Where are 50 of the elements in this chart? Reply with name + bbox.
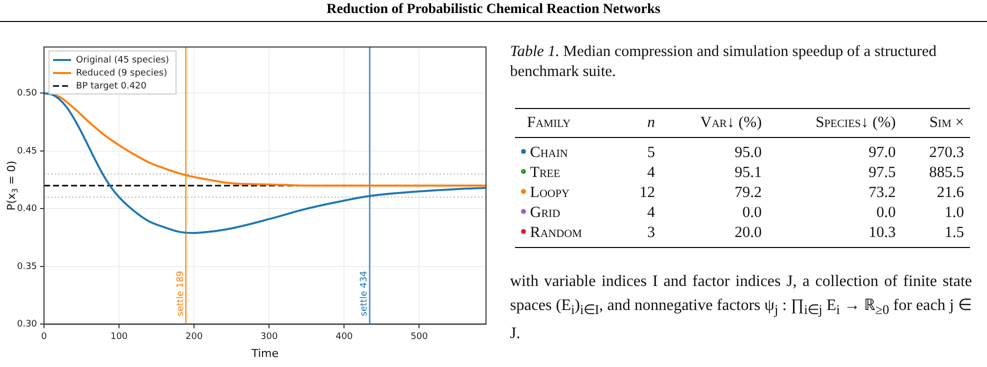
text: Var↓ (%)	[661, 108, 768, 138]
data-label: 0.0	[741, 203, 763, 223]
data-label: 1.0	[944, 203, 965, 223]
data-label: 21.6	[936, 183, 965, 203]
x-tick-label: 400	[336, 332, 354, 342]
data-label: 97.5	[868, 163, 897, 183]
text: with variable indices I and factor indices J, a collection of finite state spaces (E$_{i}$)$_{i∈I}$, and nonnegative factors ψ$_{j}$ : ∏$_{i∈j}$ E$_{i}$ → ℝ$_{≥0}$ for each j ∈ J.	[510, 273, 972, 342]
category-label: Random	[529, 223, 583, 243]
data-label: 95.0	[734, 143, 763, 163]
x-tick-label: 200	[186, 332, 203, 342]
data-label: 97.0	[868, 143, 897, 163]
text: Family	[515, 108, 622, 138]
category-label: Grid	[529, 203, 562, 223]
ref-line-label: settle 434	[360, 270, 370, 316]
text: Species↓ (%)	[768, 108, 902, 138]
data-label: 73.2	[868, 183, 897, 203]
legend-label: BP target 0.420	[76, 81, 147, 92]
legend-label: Reduced (9 species)	[76, 68, 168, 78]
x-axis-title: Time	[250, 347, 279, 360]
x-tick-label: 300	[260, 332, 278, 342]
category-label: Chain	[529, 143, 569, 163]
y-tick-label: 0.30	[16, 320, 38, 330]
y-tick-label: 0.45	[16, 146, 38, 156]
data-label: 20.0	[734, 223, 763, 243]
text: Sim ×	[902, 108, 970, 138]
x-tick-label: 500	[410, 332, 428, 342]
legend-label: Original (45 species)	[76, 55, 170, 66]
data-label: 1.5	[944, 223, 965, 243]
category-label: Tree	[529, 163, 562, 183]
x-tick-label: 0	[41, 332, 48, 342]
data-label: 270.3	[928, 143, 965, 163]
y-tick-label: 0.50	[16, 88, 38, 99]
y-tick-label: 0.35	[16, 262, 38, 272]
text: n	[621, 108, 662, 138]
chart-title: Reduction of Probabilistic Chemical Reaction Networks	[326, 2, 662, 18]
data-label: 79.2	[734, 183, 763, 203]
data-label: 3	[646, 223, 656, 243]
data-label: 5	[646, 143, 656, 163]
data-label: 10.3	[868, 223, 897, 243]
data-label: 0.0	[875, 203, 897, 223]
data-label: 95.1	[734, 163, 763, 183]
y-tick-label: 0.40	[16, 204, 38, 214]
data-label: 4	[646, 163, 656, 183]
data-label: 4	[646, 203, 656, 223]
text: Table 1. Median compression and simulation speedup of a structured benchmark suite.	[510, 42, 938, 82]
category-label: Loopy	[529, 183, 570, 203]
ref-line-label: settle 189	[176, 270, 186, 316]
x-tick-label: 100	[110, 332, 128, 342]
data-label: 12	[638, 183, 656, 203]
data-label: 885.5	[928, 163, 965, 183]
